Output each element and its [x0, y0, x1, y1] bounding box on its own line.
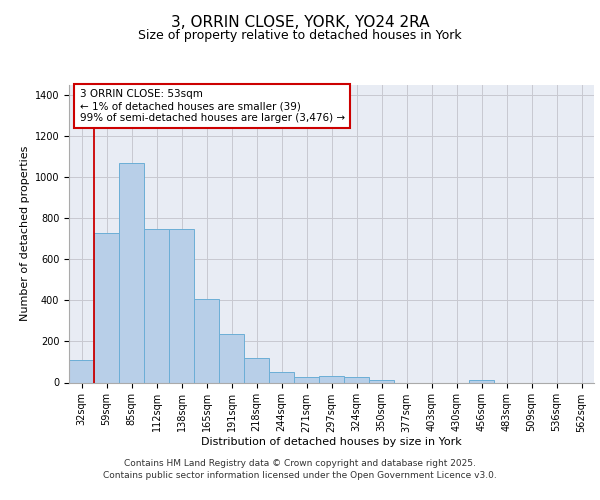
- Y-axis label: Number of detached properties: Number of detached properties: [20, 146, 31, 322]
- Bar: [144, 228, 169, 382]
- Text: Size of property relative to detached houses in York: Size of property relative to detached ho…: [138, 30, 462, 43]
- Bar: [119, 163, 144, 382]
- Bar: [94, 232, 119, 382]
- Text: 3 ORRIN CLOSE: 53sqm
← 1% of detached houses are smaller (39)
99% of semi-detach: 3 ORRIN CLOSE: 53sqm ← 1% of detached ho…: [79, 90, 344, 122]
- Bar: [319, 376, 344, 382]
- Bar: [469, 380, 494, 382]
- Bar: [69, 360, 94, 382]
- Bar: [344, 378, 369, 382]
- Text: Contains public sector information licensed under the Open Government Licence v3: Contains public sector information licen…: [103, 470, 497, 480]
- Bar: [219, 334, 244, 382]
- Text: Contains HM Land Registry data © Crown copyright and database right 2025.: Contains HM Land Registry data © Crown c…: [124, 460, 476, 468]
- Bar: [294, 378, 319, 382]
- X-axis label: Distribution of detached houses by size in York: Distribution of detached houses by size …: [201, 437, 462, 447]
- Bar: [244, 358, 269, 382]
- Bar: [369, 380, 394, 382]
- Text: 3, ORRIN CLOSE, YORK, YO24 2RA: 3, ORRIN CLOSE, YORK, YO24 2RA: [171, 15, 429, 30]
- Bar: [269, 372, 294, 382]
- Bar: [169, 228, 194, 382]
- Bar: [194, 300, 219, 382]
